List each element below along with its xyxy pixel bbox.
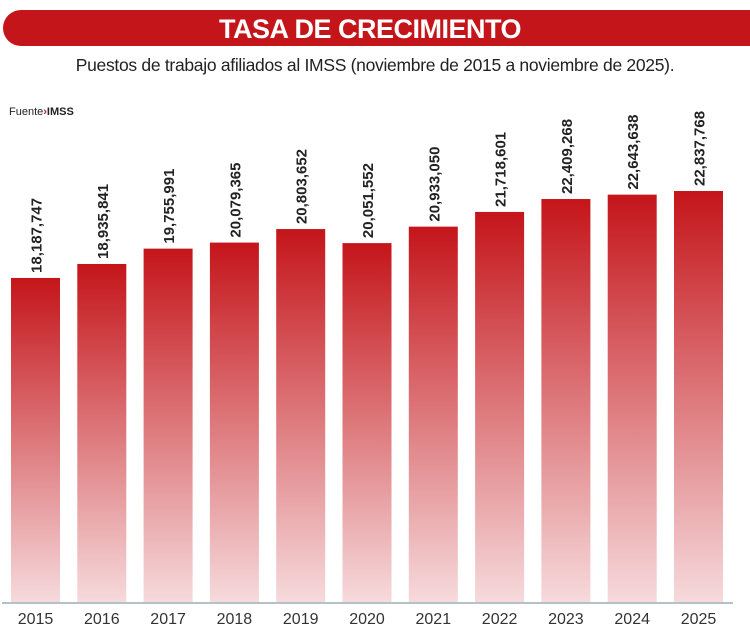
x-tick-label: 2021 <box>416 611 452 628</box>
data-label: 18,935,841 <box>95 184 112 259</box>
bar-2020 <box>342 243 392 602</box>
bar-2025 <box>674 191 723 602</box>
x-tick-label: 2024 <box>614 611 650 628</box>
chevron-right-icon: › <box>43 106 47 118</box>
source-label: Fuente <box>9 106 44 118</box>
x-tick-label: 2020 <box>349 611 385 628</box>
bar-2018 <box>209 242 259 602</box>
data-label: 22,409,268 <box>559 119 576 194</box>
data-label: 20,933,050 <box>426 147 443 222</box>
x-tick-label: 2017 <box>150 611 186 628</box>
bar-2022 <box>475 211 525 602</box>
data-label: 20,079,365 <box>227 163 244 238</box>
data-label: 21,718,601 <box>493 132 510 207</box>
source-name: IMSS <box>46 106 74 118</box>
bar-2024 <box>607 194 657 602</box>
data-label: 20,051,552 <box>360 163 377 238</box>
x-tick-label: 2015 <box>18 611 54 628</box>
bar-2021 <box>408 226 458 602</box>
bar-2019 <box>276 229 326 602</box>
x-tick-label: 2018 <box>217 611 253 628</box>
bar-2015 <box>11 277 60 602</box>
source-note: Fuente›IMSS <box>9 106 74 118</box>
x-tick-label: 2022 <box>482 611 518 628</box>
chart-title: TASA DE CRECIMIENTO <box>218 14 522 44</box>
bar-2017 <box>143 248 193 602</box>
data-label: 18,187,747 <box>29 198 46 273</box>
data-label: 19,755,991 <box>161 169 178 244</box>
x-tick-label: 2019 <box>283 611 319 628</box>
title-banner <box>3 10 750 46</box>
x-tick-label: 2016 <box>84 611 120 628</box>
data-label: 22,643,638 <box>625 115 642 190</box>
data-label: 20,803,652 <box>294 149 311 224</box>
data-label: 22,837,768 <box>692 111 709 186</box>
bar-2023 <box>541 199 591 603</box>
x-tick-label: 2023 <box>548 611 584 628</box>
x-tick-label: 2025 <box>681 611 717 628</box>
chart-subtitle: Puestos de trabajo afiliados al IMSS (no… <box>75 55 675 75</box>
bar-2016 <box>77 263 127 602</box>
